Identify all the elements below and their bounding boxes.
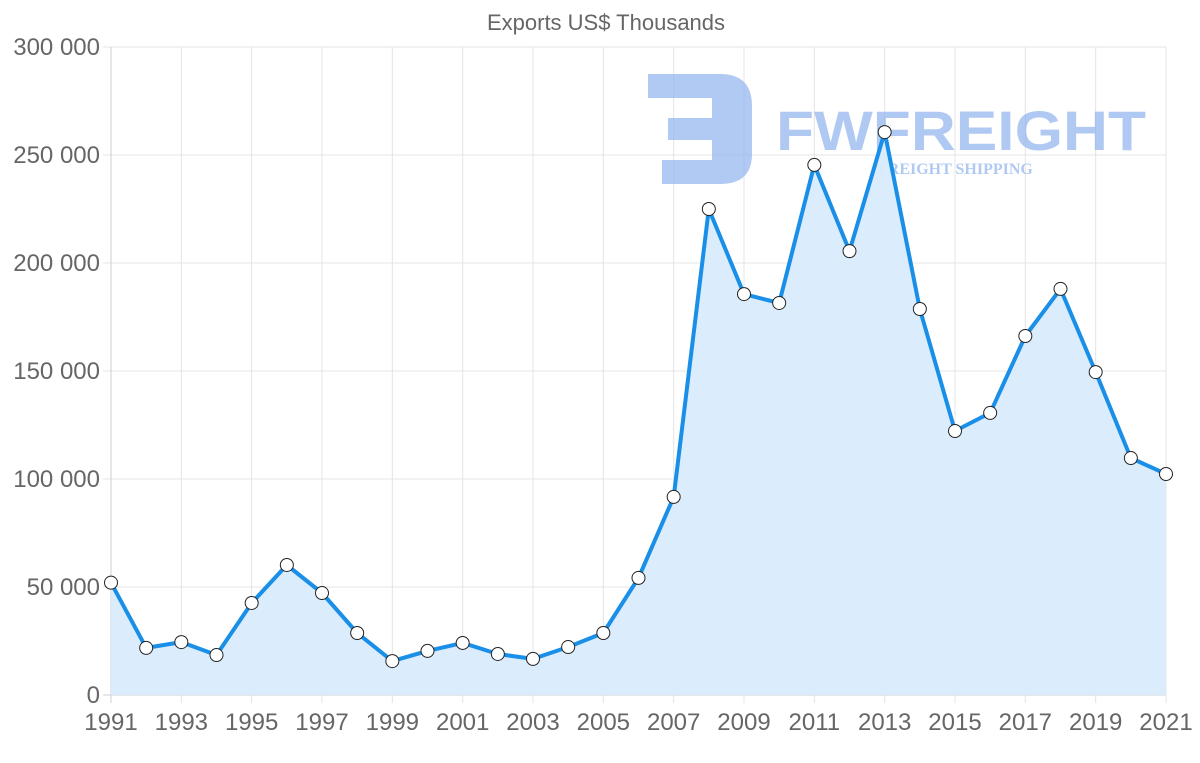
x-tick-label: 1997 [295, 709, 348, 736]
x-tick-label: 2005 [577, 709, 630, 736]
data-point[interactable] [1123, 451, 1138, 466]
x-tick-label: 2019 [1069, 709, 1122, 736]
data-point[interactable] [104, 575, 118, 590]
y-tick-label: 300 000 [13, 34, 100, 61]
x-tick-label: 2017 [999, 709, 1052, 736]
x-axis-ticks: 1991 1993 1995 1997 1999 2001 2003 2005 2007 2009… [84, 709, 1192, 736]
x-tick-label: 2011 [789, 709, 841, 736]
data-point[interactable] [279, 557, 294, 572]
x-tick-label: 2021 [1139, 709, 1192, 736]
data-point[interactable] [526, 651, 540, 666]
y-tick-label: 50 000 [27, 574, 100, 601]
data-point[interactable] [1053, 281, 1068, 296]
area-fill [111, 132, 1166, 696]
y-tick-label: 200 000 [13, 250, 100, 277]
y-tick-label: 0 [87, 682, 100, 709]
x-tick-label: 2009 [717, 709, 770, 736]
y-tick-label: 250 000 [13, 142, 100, 169]
data-point[interactable] [737, 287, 751, 302]
x-tick-label: 1999 [366, 709, 419, 736]
y-tick-label: 100 000 [13, 466, 100, 493]
y-axis-ticks: 0 50 000 100 000 150 000 200 000 250 000 300 0… [13, 34, 100, 709]
data-point[interactable] [490, 646, 505, 661]
data-point[interactable] [807, 157, 822, 172]
data-point[interactable] [209, 648, 224, 663]
x-tick-label: 2003 [506, 709, 559, 736]
x-tick-label: 2001 [436, 709, 489, 736]
data-point[interactable] [455, 635, 470, 650]
data-point[interactable] [666, 489, 681, 504]
data-point[interactable] [350, 626, 365, 641]
data-point[interactable] [420, 643, 435, 658]
data-point[interactable] [948, 424, 962, 439]
series-area [111, 132, 1166, 696]
data-point[interactable] [315, 586, 329, 601]
data-point[interactable] [701, 202, 716, 216]
watermark-logo: FWFREIGHT FREIGHT SHIPPING [648, 74, 1146, 184]
data-point[interactable] [842, 244, 857, 259]
data-point[interactable] [385, 654, 400, 669]
data-point[interactable] [912, 302, 927, 317]
data-point[interactable] [772, 295, 787, 310]
x-tick-label: 2007 [647, 709, 700, 736]
watermark-brand: FWFREIGHT [776, 99, 1146, 162]
data-point[interactable] [596, 626, 611, 641]
x-tick-label: 1991 [84, 709, 137, 736]
data-point[interactable] [1088, 365, 1103, 380]
data-point[interactable] [1018, 329, 1033, 344]
x-tick-label: 1993 [155, 709, 208, 736]
data-point[interactable] [983, 405, 998, 420]
x-tick-label: 1995 [225, 709, 278, 736]
data-point[interactable] [139, 640, 154, 655]
data-point[interactable] [1159, 467, 1173, 482]
data-point[interactable] [244, 595, 259, 610]
watermark-tagline: FREIGHT SHIPPING [878, 161, 1033, 178]
data-point[interactable] [877, 125, 892, 140]
x-tick-label: 2015 [928, 709, 981, 736]
x-tick-label: 2013 [858, 709, 911, 736]
data-points [104, 125, 1173, 669]
data-point[interactable] [174, 635, 189, 650]
chart-title: Exports US$ Thousands [487, 10, 725, 35]
data-point[interactable] [561, 640, 576, 655]
y-tick-label: 150 000 [13, 358, 100, 385]
fw-logo-icon [648, 74, 752, 184]
data-point[interactable] [631, 570, 646, 585]
